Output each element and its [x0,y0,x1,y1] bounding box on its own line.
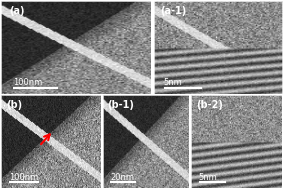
Text: 5nm: 5nm [164,78,183,87]
Text: 100nm: 100nm [13,78,43,87]
Text: (a-1): (a-1) [160,6,186,15]
Text: (b-1): (b-1) [108,100,134,110]
Text: 20nm: 20nm [110,173,134,182]
Text: (b): (b) [7,100,23,110]
Text: (a): (a) [9,6,24,15]
Text: 5nm: 5nm [199,173,217,182]
Text: (b-2): (b-2) [196,100,223,110]
Text: 100nm: 100nm [9,173,38,182]
